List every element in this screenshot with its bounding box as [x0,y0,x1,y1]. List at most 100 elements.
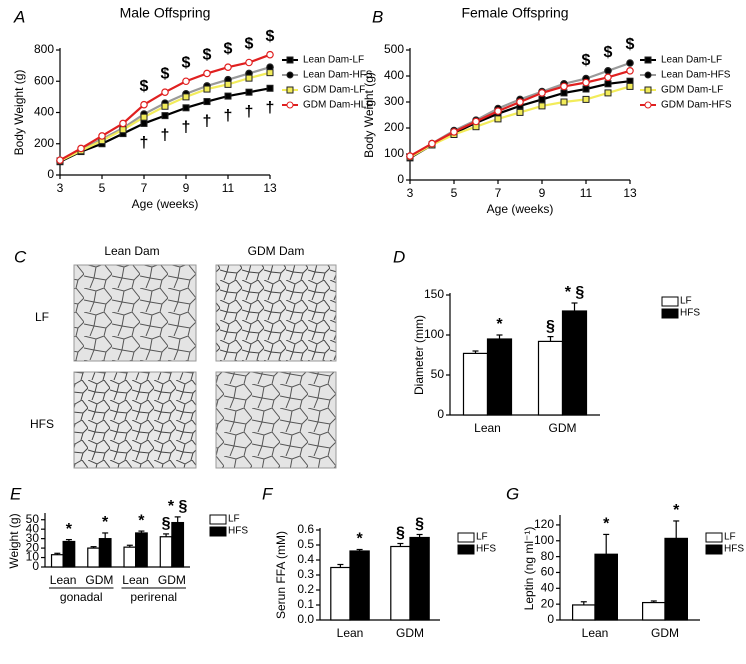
legend-marker [286,86,294,94]
legend-swatch [705,544,723,555]
annotation: * [673,502,680,519]
y-tick-label: 200 [384,120,404,134]
bar [561,310,588,416]
y-tick-label: 100 [384,146,404,160]
annotation: * § [565,284,585,301]
marker [224,63,232,71]
legend-label: Lean Dam-LF [661,55,722,66]
legend-swatch [209,526,227,537]
marker [203,98,211,106]
marker [560,82,568,91]
marker [77,144,85,153]
y-tick-label: 60 [541,565,555,579]
y-tick-label: 0.2 [297,582,314,596]
marker [516,98,524,106]
annotation: † [203,113,212,130]
annotation: † [224,107,233,124]
x-tick-label: 11 [580,186,593,200]
x-axis-title: Age (weeks) [132,197,199,211]
annotation: † [161,127,170,144]
legend-marker [644,56,652,64]
x-tick-label: 13 [263,181,277,195]
bar [98,538,112,568]
legend-label: Lean Dam-HFS [303,70,373,81]
annotation: † [245,103,254,120]
bar [462,352,489,416]
y-tick-label: 30 [26,531,40,545]
marker [538,102,546,110]
y-axis-title: Body Weight (g) [362,72,376,158]
y-tick-label: 400 [384,68,404,82]
bar [664,537,688,621]
marker [224,80,232,88]
y-tick-label: 0 [47,167,54,181]
marker [626,67,634,75]
y-axis-title: Diameter (mm) [412,315,426,395]
bar [349,550,370,621]
legend-label: HFS [228,526,248,537]
y-axis-title: Leptin (ng ml⁻¹) [522,527,536,611]
annotation: § [546,318,555,335]
annotation: $ [203,47,212,64]
micrograph [215,264,337,362]
bar [50,554,64,568]
y-tick-label: 0.0 [297,612,314,626]
group-label: gonadal [60,590,103,604]
x-tick-label: GDM [85,573,113,587]
micrograph [73,371,197,469]
column-label: Lean Dam [104,244,159,258]
panel-letter: G [506,484,519,503]
annotation: § [162,515,171,532]
y-tick-label: 200 [34,136,54,150]
y-tick-label: 150 [424,287,444,301]
series-line [409,80,631,159]
column-label: GDM Dam [248,244,305,258]
legend-label: GDM Dam-LF [303,85,365,96]
y-axis-title: Serun FFA (mM) [274,531,288,619]
marker [245,58,253,67]
annotation: * [603,516,610,533]
y-tick-label: 80 [541,549,555,563]
legend-label: LF [724,532,736,543]
x-tick-label: 5 [99,181,106,195]
micrograph [215,371,337,469]
x-tick-label: Lean [474,421,501,435]
y-tick-label: 0 [397,172,404,186]
annotation: * § [168,498,188,515]
annotation: § [396,525,405,542]
y-tick-label: 120 [534,517,554,531]
x-tick-label: GDM [651,626,679,640]
legend-label: GDM Dam-HFS [661,100,732,111]
marker [119,119,127,128]
marker [182,77,190,86]
annotation: * [356,531,363,548]
chart-title: Male Offspring [120,5,211,21]
y-tick-label: 0.4 [297,552,314,566]
bar [62,540,76,568]
legend-marker [286,71,294,79]
y-tick-label: 0.1 [297,597,314,611]
marker [224,92,232,100]
y-tick-label: 0.6 [297,522,314,536]
x-tick-label: GDM [549,421,577,435]
bar [87,547,100,568]
y-tick-label: 50 [431,367,445,381]
bar [641,601,666,621]
y-tick-label: 800 [34,42,54,56]
y-tick-label: 0 [547,612,554,626]
marker [560,89,568,97]
annotation: $ [182,54,191,71]
legend-label: Lean Dam-LF [303,55,364,66]
marker [516,108,524,116]
y-tick-label: 40 [26,521,40,535]
marker [406,152,414,160]
series-line [59,87,271,163]
annotation: $ [161,65,170,82]
bar [123,546,137,568]
y-tick-label: 600 [34,73,54,87]
y-tick-label: 10 [26,550,40,564]
x-tick-label: 3 [407,186,414,200]
x-tick-label: GDM [396,626,424,640]
marker [266,69,274,77]
